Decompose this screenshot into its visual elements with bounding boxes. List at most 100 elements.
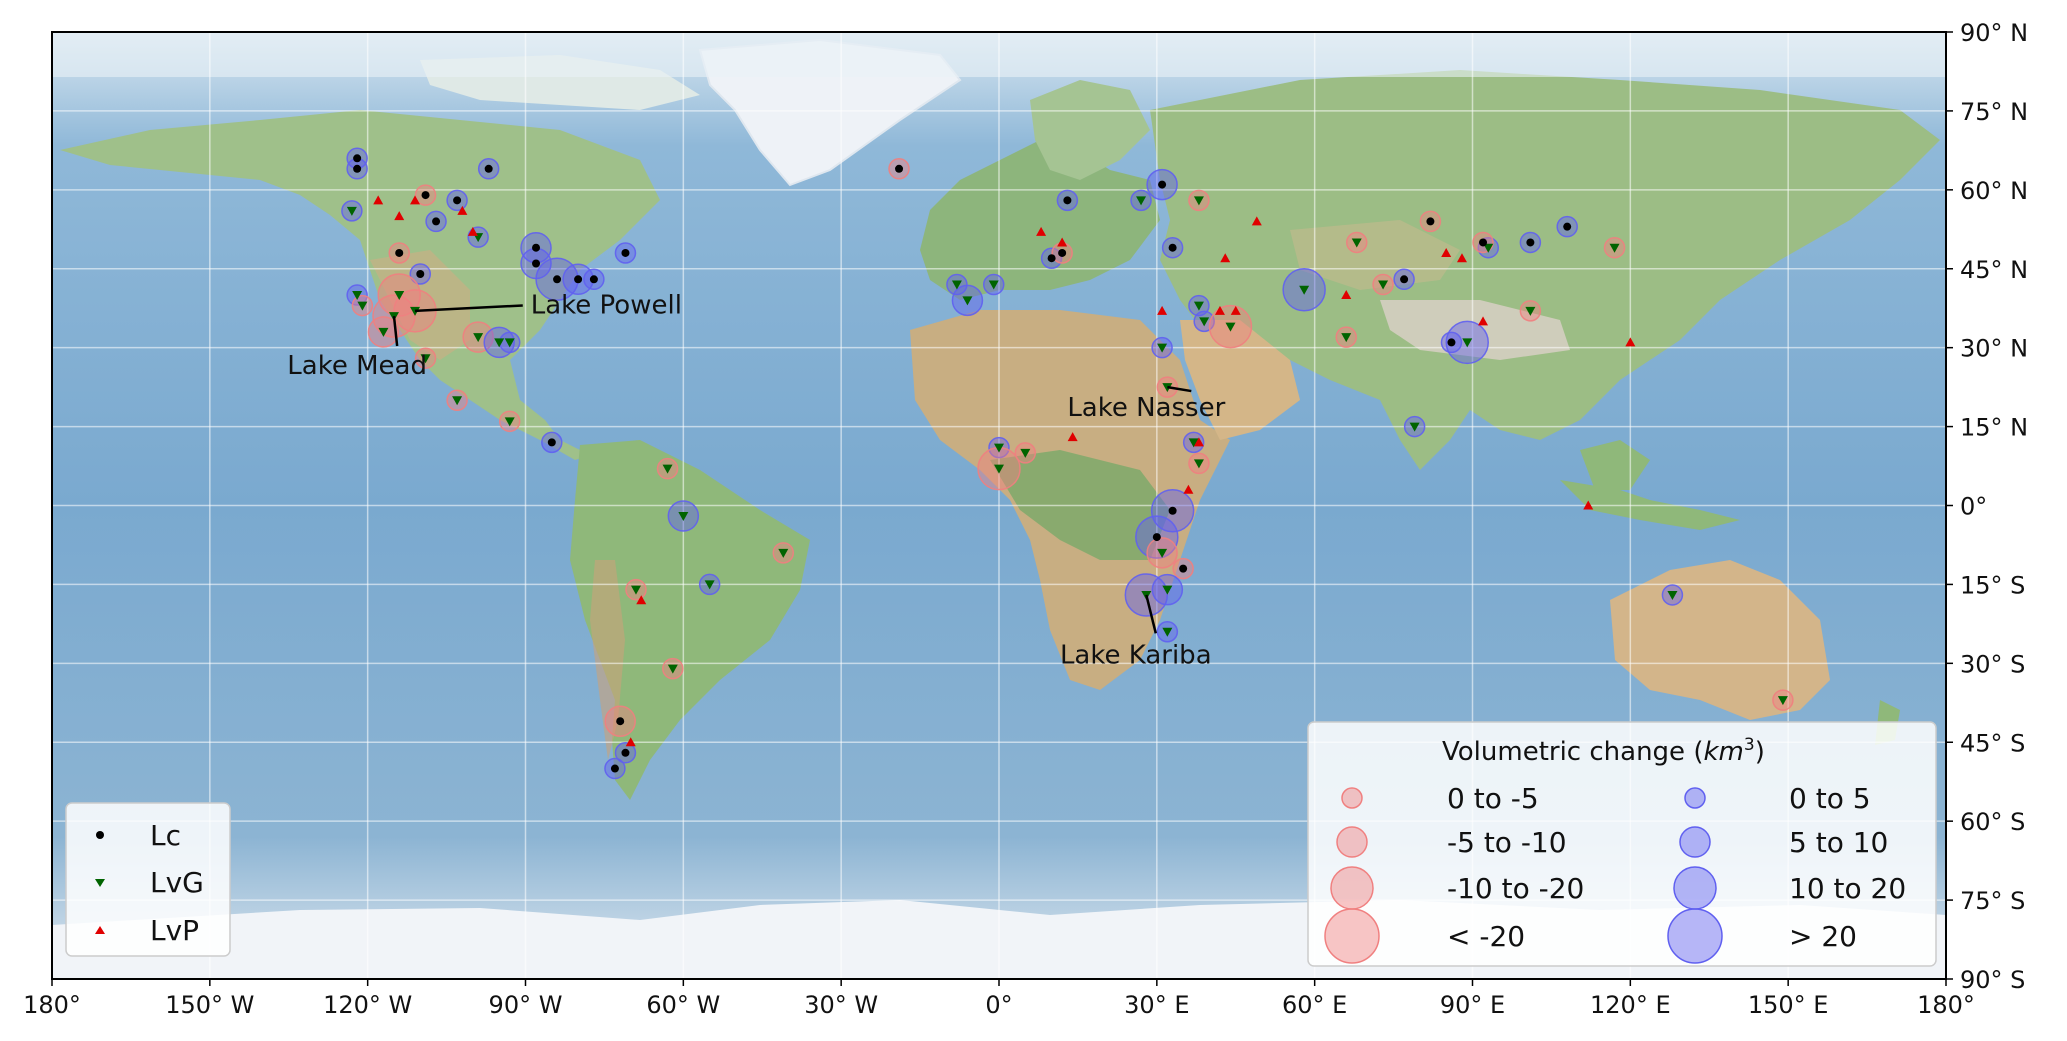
lake-marker-50 [1199,317,1210,327]
annotation-line-2 [1167,385,1192,393]
x-tick-label-3: 90° W [489,991,563,1019]
size-legend-decrease-label-2: -10 to -20 [1447,872,1584,905]
lvp-marker-2 [410,195,421,205]
x-tick-label-11: 150° E [1748,991,1829,1019]
lvp-marker-7 [1036,226,1047,236]
size-legend-decrease-label-0: 0 to -5 [1447,782,1539,815]
lake-marker-76 [1157,548,1168,558]
lvp-marker-17 [1456,253,1467,263]
lvp-marker-22 [1193,437,1204,447]
lake-marker-60 [1526,238,1535,247]
size-legend-title-text: Volumetric change ( [1442,737,1703,767]
lake-marker-79 [1162,585,1173,595]
lake-marker-35 [616,717,625,726]
lake-marker-12 [553,275,562,284]
lvp-marker-13 [1214,305,1225,315]
lvp-marker-1 [394,211,405,221]
lake-marker-38 [895,164,904,173]
x-tick-label-10: 120° E [1590,991,1671,1019]
lake-marker-17 [357,301,368,311]
australia-landmass [1610,560,1830,720]
lake-annotations: Lake Powell Lake Mead Lake Nasser Lake Kari… [287,290,1225,670]
lake-marker-30 [678,512,689,522]
longitude-axis: 180° 150° W 120° W 90° W 60° W 30° W 0° 30° E 60… [23,979,1975,1019]
annotation-line-3 [1145,594,1158,634]
annotation-line-1 [392,315,399,347]
lake-marker-0 [353,164,362,173]
lake-marker-40 [962,296,973,306]
size-legend-increase-label-3: > 20 [1789,920,1857,953]
lake-marker-6 [432,217,441,226]
scandinavia-landmass [1030,80,1150,180]
lake-marker-61 [1563,222,1572,231]
y-tick-label-5: 15° N [1960,414,2028,442]
size-legend-increase-label-1: 5 to 10 [1789,826,1888,859]
size-legend-increase-marker-0 [1684,787,1706,809]
lake-marker-19 [410,306,421,316]
lake-marker-71 [994,443,1004,453]
lake-marker-36 [621,748,630,757]
x-tick-label-12: 180° [1917,991,1975,1019]
size-legend-decrease-marker-0 [1341,787,1363,809]
x-tick-label-5: 30° W [804,991,878,1019]
central-asia-steppe [1290,220,1460,290]
size-legend: Volumetric change (km3) 0 to -5 -5 to -10… [1307,721,1937,967]
size-legend-decrease-marker-1 [1336,826,1368,858]
lake-marker-34 [667,664,678,674]
borneo-island [1580,440,1650,490]
lake-marker-82 [1777,696,1788,706]
size-legend-decrease-marker-3 [1324,908,1380,964]
lvp-marker-3 [457,205,468,215]
y-tick-label-2: 60° N [1960,177,2028,205]
lake-marker-54 [1351,238,1362,248]
lvp-marker-12 [1157,305,1168,315]
lake-marker-24 [494,338,505,348]
lake-marker-52 [1299,285,1310,295]
lake-marker-42 [1063,196,1072,205]
legend-label-lvg: LvG [150,866,204,899]
size-legend-increase-marker-2 [1673,866,1717,910]
lake-marker-23 [473,333,484,343]
x-tick-label-6: 0° [985,991,1012,1019]
lake-marker-25 [504,338,515,348]
size-legend-increase-marker-3 [1667,908,1723,964]
lvp-marker-18 [1478,316,1489,326]
size-legend-close-paren: ) [1755,737,1765,767]
lake-marker-64 [1462,338,1473,348]
lvp-marker-5 [636,595,647,605]
size-legend-increase-label-0: 0 to 5 [1789,782,1871,815]
lake-marker-55 [1378,280,1389,290]
legend-marker-lc [96,831,104,839]
lake-marker-77 [1179,564,1188,573]
lake-marker-65 [1447,338,1456,347]
lake-marker-4 [421,191,430,200]
lake-marker-43 [1047,254,1056,263]
x-tick-label-2: 120° W [323,991,412,1019]
lake-marker-47 [1193,196,1204,206]
lake-marker-27 [504,417,515,427]
lake-marker-49 [1193,301,1204,311]
lvp-marker-10 [1220,253,1231,263]
lake-marker-45 [1136,196,1147,206]
lvp-marker-8 [1057,237,1068,247]
lvp-marker-16 [1441,247,1452,257]
map-background: Lake Powell Lake Mead Lake Nasser Lake Kari… [52,32,1946,979]
lake-marker-80 [1162,627,1173,637]
lake-marker-46 [1158,180,1167,189]
lake-marker-75 [1152,533,1161,542]
lake-marker-73 [1020,448,1031,458]
lake-marker-57 [1426,217,1435,226]
x-tick-label-8: 60° E [1282,991,1347,1019]
lake-marker-70 [1193,459,1204,469]
size-legend-decrease-label-3: < -20 [1447,920,1525,953]
lake-marker-39 [951,280,962,290]
lvp-marker-20 [1583,500,1594,510]
lake-marker-1 [353,154,362,163]
lake-marker-29 [662,464,673,474]
lake-marker-10 [532,243,541,252]
lake-marker-8 [395,248,404,257]
y-tick-label-12: 90° S [1960,966,2025,994]
size-legend-items: 0 to -5 -5 to -10 -10 to -20 < -20 0 to 5 5 t… [1324,782,1906,964]
y-tick-label-3: 45° N [1960,256,2028,284]
north-america-desert [370,250,470,360]
